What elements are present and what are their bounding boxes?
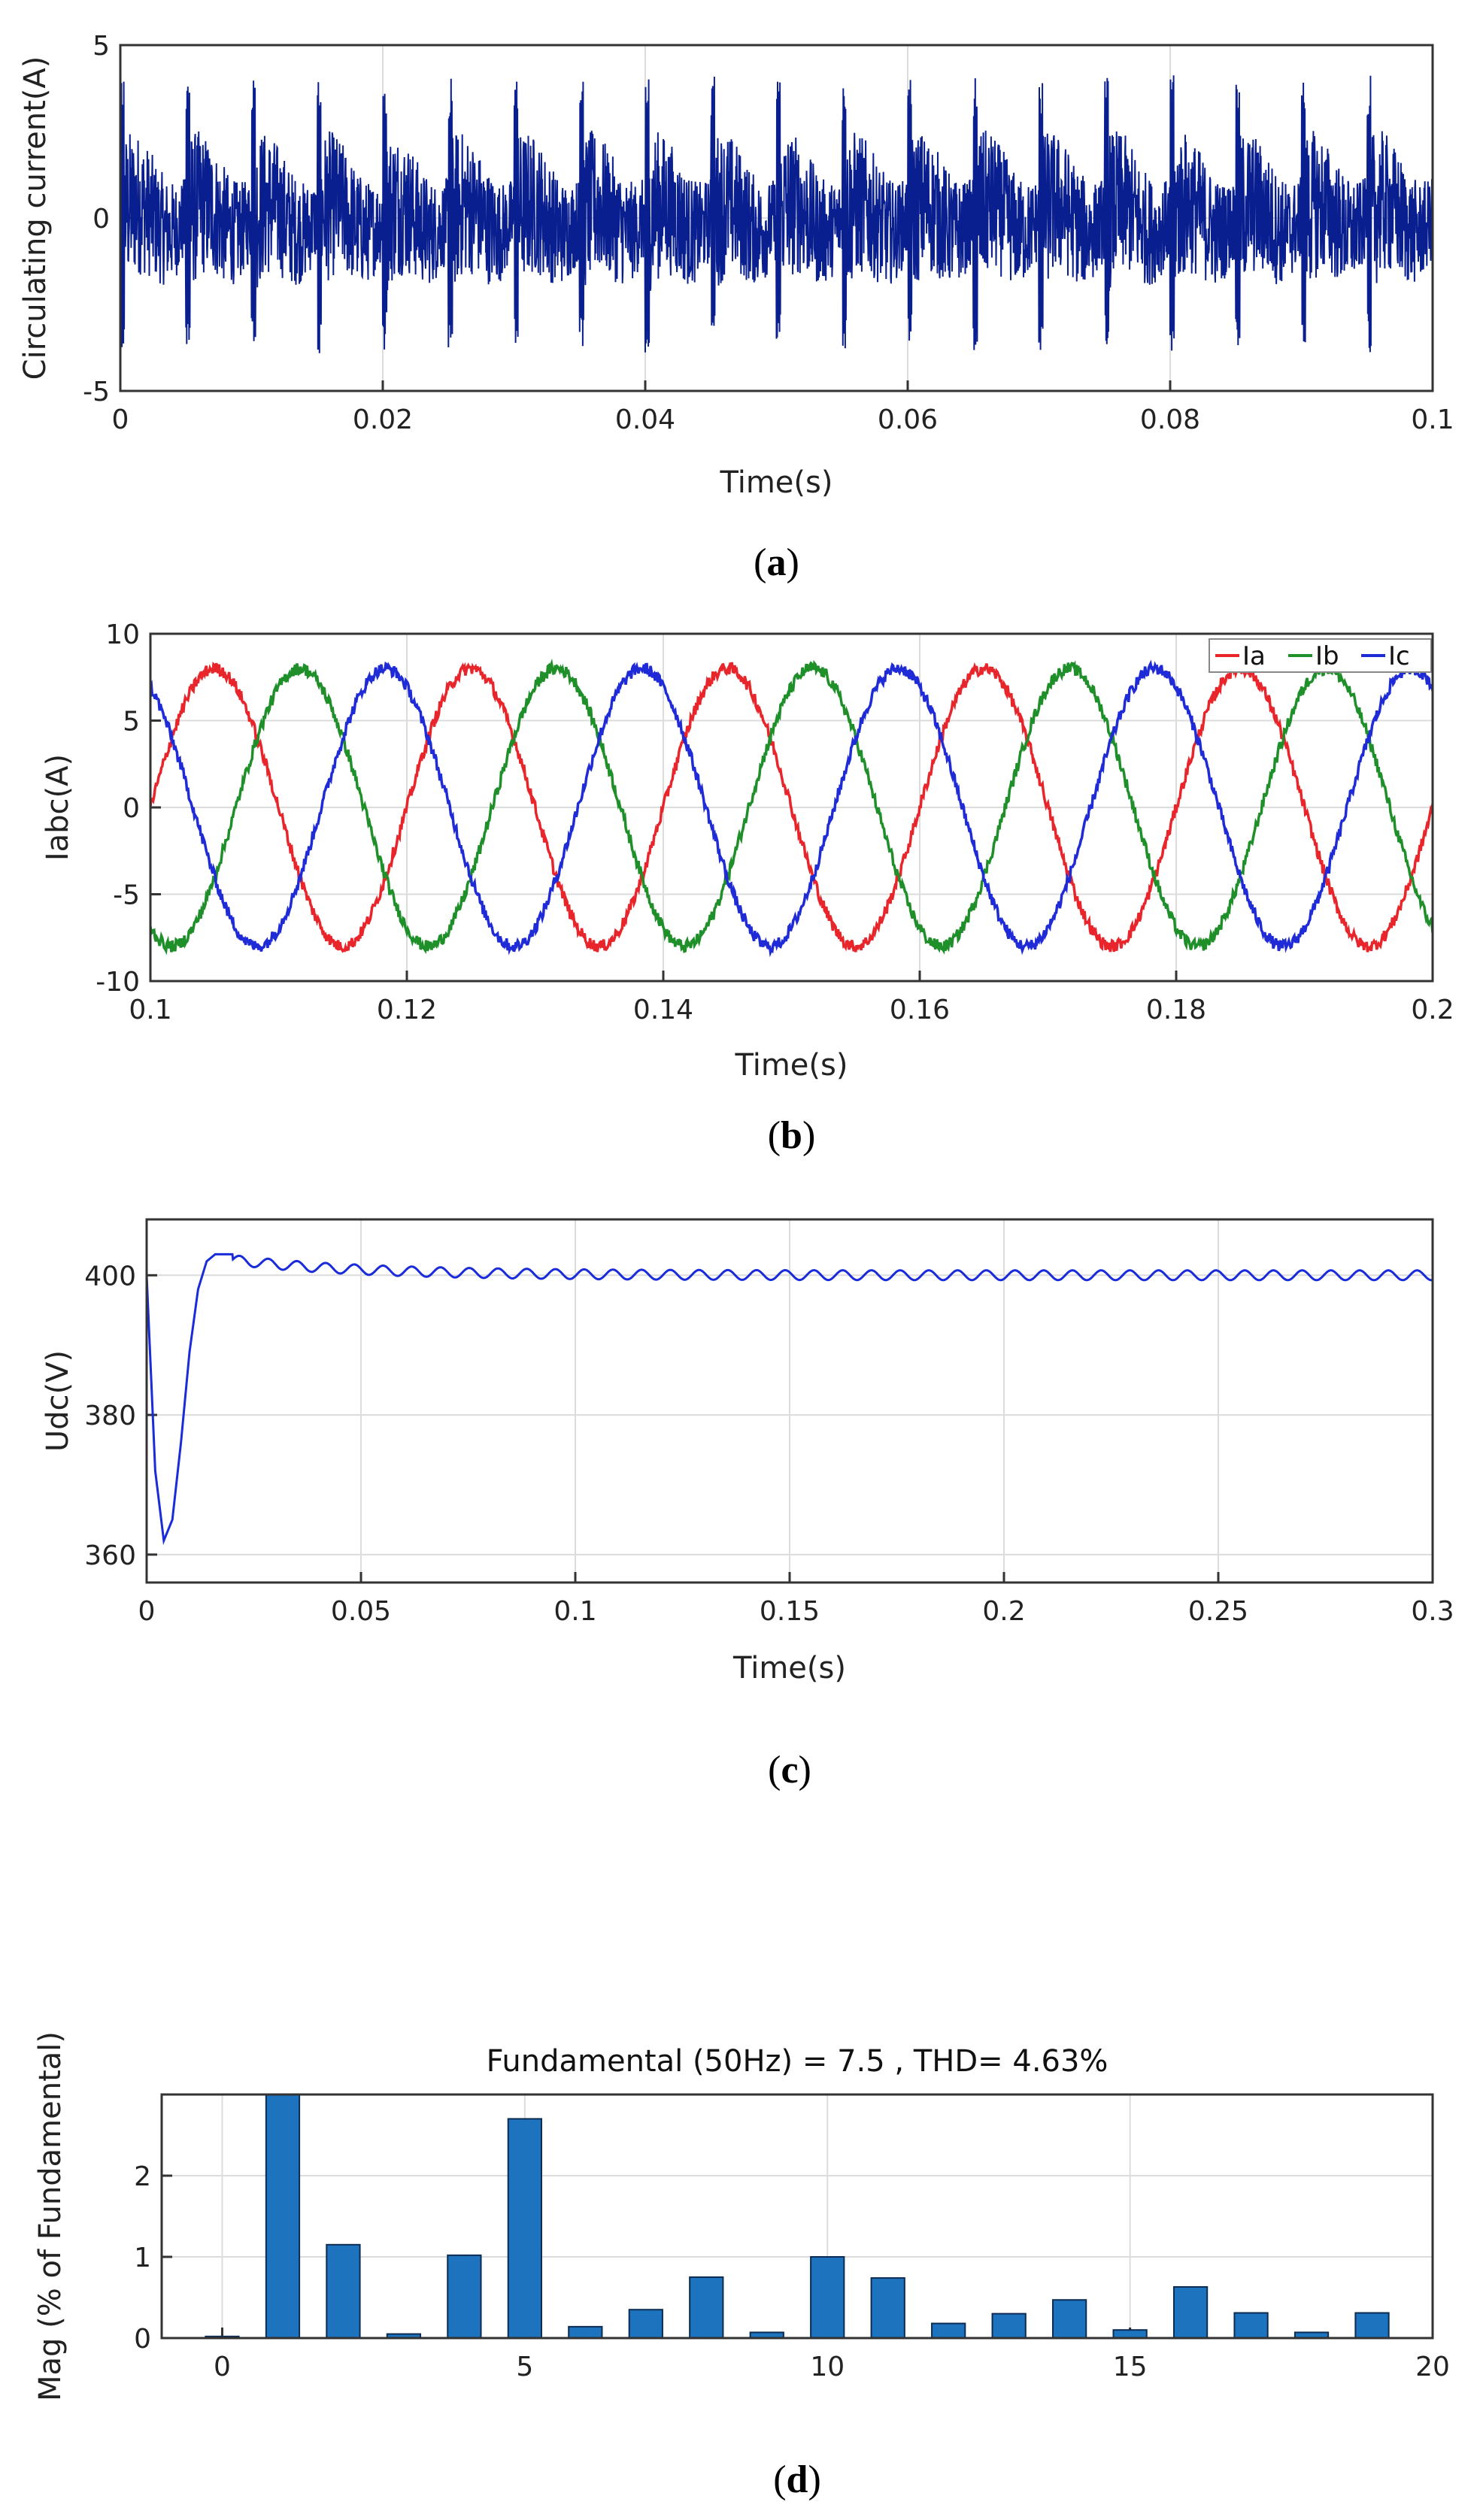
y-tick-label: 0 bbox=[123, 793, 140, 824]
plot-frame bbox=[149, 632, 1434, 983]
chart-a: 0 0.02 0.04 0.06 0.08 0.1-505Time(s)Circulati… bbox=[18, 31, 1454, 584]
x-axis-label: Time(s) bbox=[732, 1651, 846, 1686]
bar-harmonic-16 bbox=[1172, 2285, 1209, 2338]
legend-label-ic: Ic bbox=[1388, 641, 1410, 671]
y-tick-label: 0 bbox=[92, 204, 110, 235]
x-tick-label: 0 bbox=[112, 404, 129, 435]
figure-caption: (d) bbox=[773, 2458, 821, 2501]
x-tick-label: 0.1 bbox=[129, 995, 171, 1025]
x-tick-label: 0.18 bbox=[1146, 995, 1206, 1025]
x-tick-label: 15 bbox=[1113, 2352, 1148, 2382]
y-tick-label: 10 bbox=[105, 619, 140, 650]
plot-frame bbox=[119, 44, 1434, 392]
y-tick-label: -10 bbox=[96, 967, 140, 998]
x-tick-label: 0.12 bbox=[377, 995, 437, 1025]
x-tick-label: 0.02 bbox=[353, 404, 413, 435]
plot-series-group bbox=[120, 75, 1433, 353]
x-axis-label: Time(s) bbox=[735, 1048, 848, 1083]
bar-harmonic-10 bbox=[810, 2256, 845, 2338]
legend-label-ia: Ia bbox=[1242, 641, 1266, 671]
figure-caption: (b) bbox=[768, 1114, 816, 1157]
y-tick-label: 2 bbox=[134, 2161, 151, 2192]
x-tick-label: 0.2 bbox=[1411, 995, 1454, 1025]
bar-harmonic-8 bbox=[689, 2276, 724, 2338]
bar-harmonic-11 bbox=[870, 2277, 905, 2338]
y-tick-label: -5 bbox=[83, 377, 110, 407]
series-line-ib bbox=[150, 658, 1433, 956]
bar-harmonic-3 bbox=[386, 2333, 422, 2338]
x-tick-label: 0.04 bbox=[615, 404, 675, 435]
bar-harmonic-14 bbox=[1052, 2299, 1087, 2338]
bar-harmonic-6 bbox=[568, 2325, 603, 2338]
x-tick-label: 0 bbox=[214, 2352, 231, 2382]
series-line-ia bbox=[150, 661, 1433, 953]
legend: Ia Ib Ic bbox=[1209, 638, 1432, 673]
chart-title: Fundamental (50Hz) = 7.5 , THD= 4.63% bbox=[487, 2044, 1108, 2079]
bar-harmonic-19 bbox=[1354, 2312, 1390, 2338]
chart-c: 0 0.05 0.1 0.15 0.2 0.25 0.3 360 380 400 Time(s) Ud… bbox=[41, 1218, 1454, 1792]
x-tick-label: 0.06 bbox=[878, 404, 938, 435]
chart-b: 0.1 0.12 0.14 0.16 0.18 0.2 -10 -5 0 5 10 Ia Ib Ic Tim… bbox=[41, 619, 1454, 1157]
bar-harmonic-12 bbox=[931, 2322, 966, 2338]
x-tick-label: 5 bbox=[516, 2352, 533, 2382]
y-axis-label: Iabc(A) bbox=[41, 754, 75, 861]
legend-box bbox=[1209, 638, 1432, 673]
legend-label-ib: Ib bbox=[1315, 641, 1339, 671]
plot-area bbox=[162, 2094, 1433, 2338]
x-tick-label: 0.15 bbox=[760, 1596, 820, 1627]
plot-frame bbox=[145, 1218, 1434, 1584]
x-tick-label: 0.16 bbox=[890, 995, 950, 1025]
x-tick-label: 0.08 bbox=[1140, 404, 1200, 435]
y-tick-label: 380 bbox=[84, 1401, 136, 1431]
x-tick-label: 10 bbox=[810, 2352, 845, 2382]
y-tick-label: 360 bbox=[84, 1540, 136, 1571]
x-tick-label: 0.1 bbox=[553, 1596, 596, 1627]
y-tick-label: 5 bbox=[92, 31, 110, 62]
y-tick-label: 1 bbox=[134, 2243, 151, 2273]
x-tick-label: 0.14 bbox=[633, 995, 693, 1025]
bar-harmonic-1 bbox=[265, 2094, 301, 2338]
bar-harmonic-5 bbox=[507, 2118, 542, 2338]
figure-caption: (c) bbox=[768, 1749, 811, 1792]
series-line-ic bbox=[150, 659, 1433, 958]
bar-harmonic-7 bbox=[628, 2309, 663, 2338]
bar-harmonic-2 bbox=[326, 2243, 361, 2338]
x-tick-label: 20 bbox=[1415, 2352, 1450, 2382]
x-tick-label: 0.2 bbox=[982, 1596, 1025, 1627]
y-tick-label: 400 bbox=[84, 1261, 136, 1292]
y-axis-label: Udc(V) bbox=[41, 1350, 75, 1452]
series-line-udc bbox=[147, 1252, 1433, 1546]
plot-frame bbox=[160, 2093, 1434, 2340]
chart-d: 0 5 10 15 20 0 1 2 Mag (% of Fundamental) Fundame… bbox=[33, 2031, 1450, 2501]
series-line-circulating-current bbox=[120, 75, 1433, 353]
bar-harmonic-4 bbox=[447, 2254, 482, 2338]
x-tick-label: 0.25 bbox=[1188, 1596, 1248, 1627]
plot-series-group bbox=[150, 658, 1433, 958]
x-tick-label: 0 bbox=[138, 1596, 156, 1627]
y-axis-label: Mag (% of Fundamental) bbox=[33, 2031, 68, 2401]
x-tick-label: 0.3 bbox=[1411, 1596, 1454, 1627]
x-tick-label: 0.1 bbox=[1411, 404, 1454, 435]
bar-harmonic-13 bbox=[991, 2313, 1027, 2338]
plot-series-group bbox=[205, 2094, 1390, 2338]
y-axis-label: Circulating current(A) bbox=[18, 56, 53, 380]
bar-harmonic-15 bbox=[1112, 2329, 1148, 2338]
plot-series-group bbox=[147, 1252, 1433, 1546]
figure-caption: (a) bbox=[754, 541, 799, 584]
y-tick-label: 0 bbox=[134, 2324, 151, 2355]
bar-harmonic-17 bbox=[1233, 2312, 1269, 2338]
x-tick-label: 0.05 bbox=[331, 1596, 391, 1627]
y-tick-label: -5 bbox=[113, 880, 140, 911]
y-tick-label: 5 bbox=[123, 707, 140, 738]
x-axis-label: Time(s) bbox=[720, 465, 833, 500]
